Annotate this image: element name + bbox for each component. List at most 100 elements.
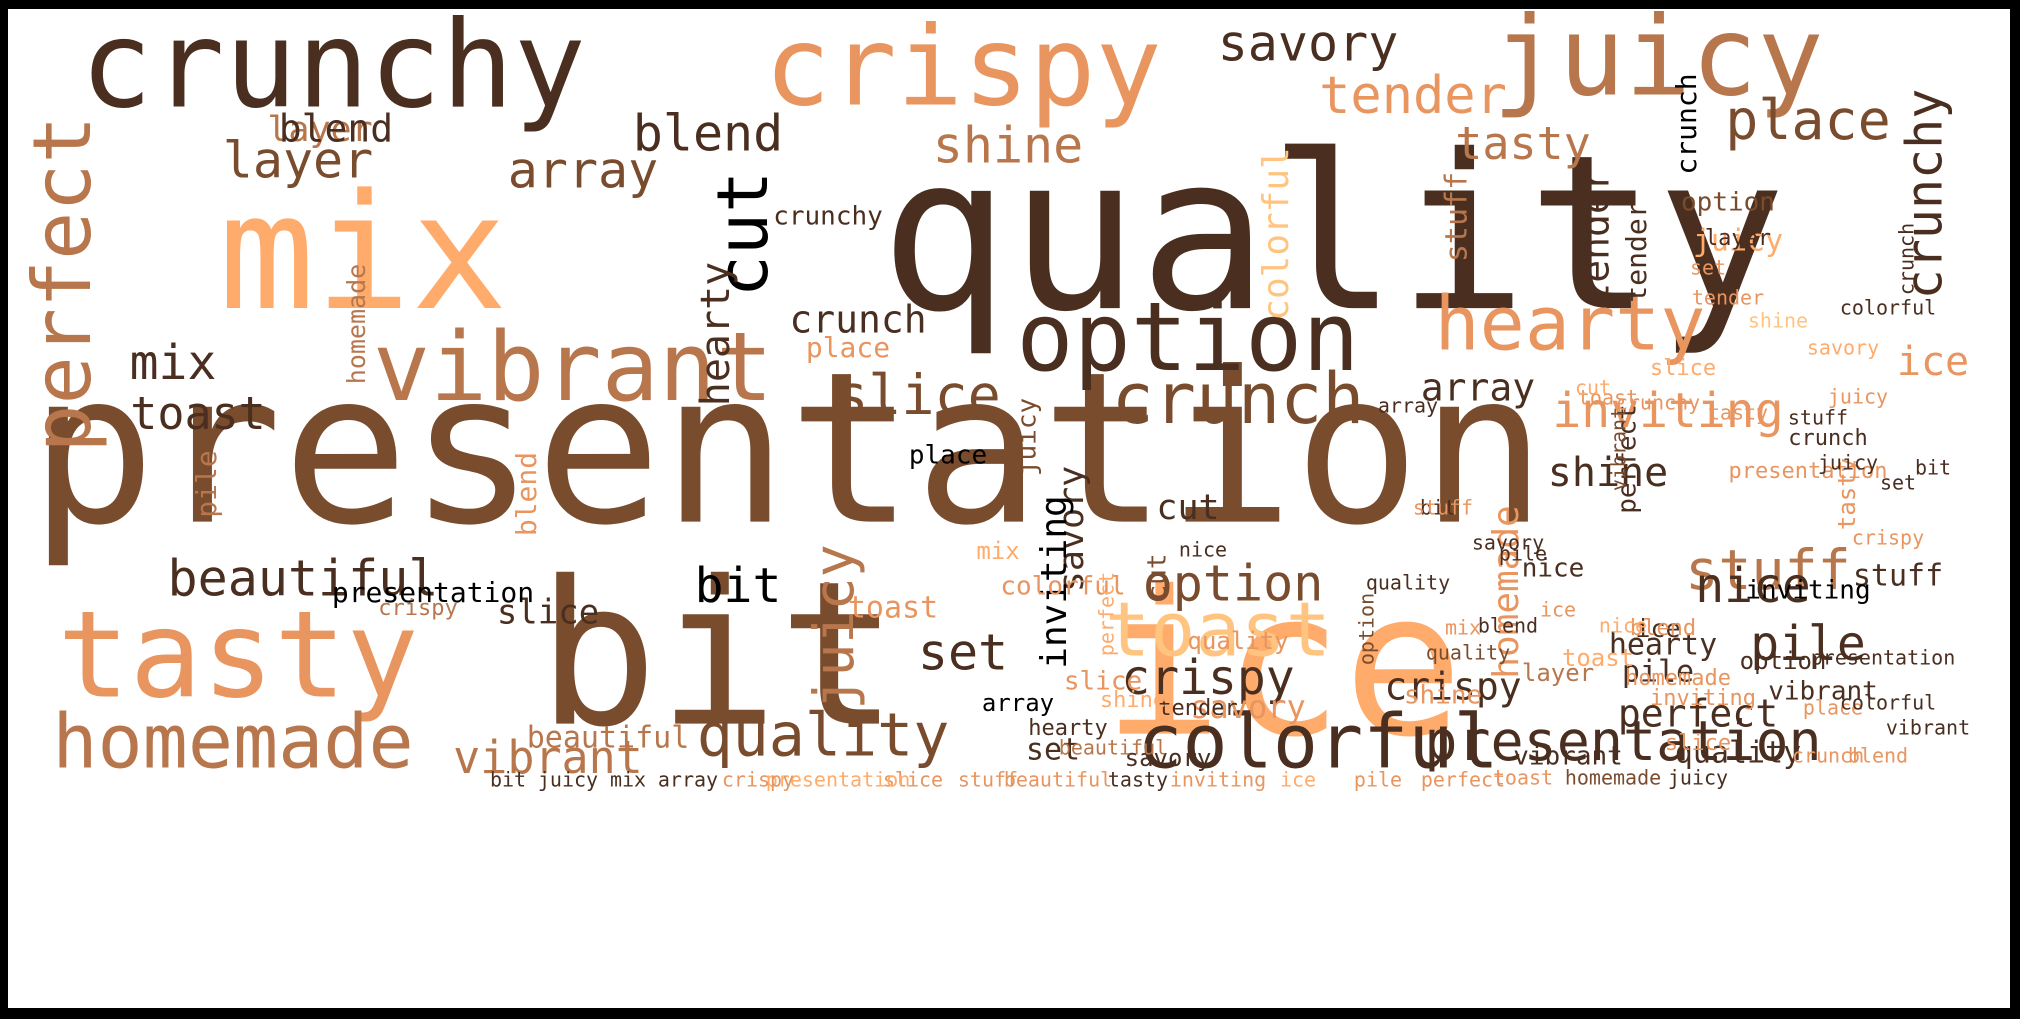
word-toast: toast <box>1578 386 1638 410</box>
word-quality: quality <box>1366 571 1450 595</box>
word-slice: slice <box>1064 667 1142 697</box>
word-slice: slice <box>1665 731 1731 756</box>
word-layer: layer <box>1522 659 1594 687</box>
word-quality: quality <box>697 701 950 771</box>
word-place: place <box>1725 88 1891 152</box>
word-presentation: presentation <box>1424 709 1821 773</box>
word-mix: mix <box>976 537 1019 565</box>
word-stuff: stuff <box>1413 496 1473 520</box>
word-crunchy: crunchy <box>80 9 586 136</box>
word-pile: pile <box>1622 655 1694 690</box>
word-tender: tender <box>1620 201 1653 302</box>
word-homemade: homemade <box>1565 766 1661 790</box>
word-vibrant: vibrant <box>1513 742 1623 772</box>
word-toast: toast <box>130 387 265 440</box>
word-option: option <box>1740 647 1827 675</box>
word-blend: blend <box>633 105 784 163</box>
word-stuff: stuff <box>1853 559 1943 594</box>
word-ice: ice <box>1540 598 1576 622</box>
word-stuff: stuff <box>1440 172 1475 262</box>
word-bit: bit <box>490 768 526 792</box>
word-juicy: juicy <box>1818 451 1878 475</box>
word-pile: pile <box>190 450 223 517</box>
word-tasty: tasty <box>1455 117 1590 170</box>
word-array: array <box>1378 394 1438 418</box>
word-bit: bit <box>695 558 782 614</box>
word-blend: blend <box>510 452 543 536</box>
word-ice: ice <box>1280 768 1316 792</box>
word-bit: bit <box>537 539 898 772</box>
word-layer: layer <box>223 132 374 190</box>
word-inviting: inviting <box>1745 576 1870 606</box>
word-vibrant: vibrant <box>1607 407 1631 491</box>
word-quality: quality <box>1675 736 1801 771</box>
word-juicy: juicy <box>1828 385 1888 409</box>
word-juicy: juicy <box>1693 224 1783 259</box>
word-tasty: tasty <box>1708 401 1768 425</box>
word-colorful: colorful <box>1840 691 1936 715</box>
word-pile: pile <box>1499 542 1547 566</box>
word-option: option <box>1143 555 1324 613</box>
word-homemade: homemade <box>1486 505 1527 678</box>
word-juicy: juicy <box>1668 766 1728 790</box>
word-perfect: perfect <box>16 115 109 452</box>
word-perfect: perfect <box>1613 404 1643 514</box>
word-savory: savory <box>1472 531 1544 555</box>
word-tender: tender <box>1319 66 1507 126</box>
word-colorful: colorful <box>1137 698 1498 786</box>
word-set: set <box>1026 733 1080 768</box>
word-stuff: stuff <box>1788 406 1848 430</box>
word-hearty: hearty <box>1609 628 1717 663</box>
word-beautiful: beautiful <box>527 721 690 756</box>
word-ice: ice <box>1897 339 1969 385</box>
word-blend: blend <box>1630 616 1696 641</box>
word-juicy: juicy <box>802 544 866 710</box>
word-tasty: tasty <box>1833 458 1861 530</box>
word-crispy: crispy <box>378 596 457 621</box>
word-toast: toast <box>1562 644 1634 672</box>
word-array: array <box>658 768 718 792</box>
word-beautiful: beautiful <box>1059 736 1167 760</box>
word-tender: tender <box>1692 286 1764 310</box>
word-toast: toast <box>1493 766 1553 790</box>
word-savory: savory <box>1190 688 1306 726</box>
word-perfect: perfect <box>1618 692 1778 736</box>
word-array: array <box>1421 366 1535 410</box>
word-crunchy: crunchy <box>1616 391 1700 415</box>
word-nice: nice <box>1695 558 1811 614</box>
word-beautiful: beautiful <box>1004 768 1112 792</box>
word-place: place <box>806 331 890 364</box>
word-inviting: inviting <box>1034 495 1075 668</box>
word-perfect: perfect <box>1421 768 1505 792</box>
word-shine: shine <box>1548 450 1668 496</box>
word-bit: bit <box>1420 496 1456 520</box>
word-array: array <box>982 689 1054 717</box>
word-blend: blend <box>1478 614 1538 638</box>
word-option: option <box>1681 188 1775 218</box>
word-savory: savory <box>1807 336 1879 360</box>
word-option: option <box>1016 283 1359 393</box>
word-cut: cut <box>702 171 784 297</box>
word-blend: blend <box>1848 744 1908 768</box>
word-juicy: juicy <box>538 768 598 792</box>
word-mix: mix <box>1445 616 1481 640</box>
word-inviting: inviting <box>1552 383 1783 439</box>
word-tasty: tasty <box>1108 768 1168 792</box>
word-juicy: juicy <box>1492 9 1823 120</box>
word-crispy: crispy <box>1384 665 1521 709</box>
word-shine: shine <box>1404 681 1482 711</box>
word-presentation: presentation <box>1729 459 1888 484</box>
word-tender: tender <box>1574 168 1618 305</box>
word-mix: mix <box>130 335 217 391</box>
word-cut: cut <box>1143 554 1173 601</box>
word-beautiful: beautiful <box>168 550 439 608</box>
word-crispy: crispy <box>1852 526 1924 550</box>
word-pile: pile <box>1354 768 1402 792</box>
word-cut: cut <box>1575 376 1611 400</box>
word-presentation: presentation <box>1811 646 1956 670</box>
word-pile: pile <box>1750 616 1866 672</box>
word-toast: toast <box>1105 586 1331 674</box>
word-vibrant: vibrant <box>1886 716 1970 740</box>
word-nice: nice <box>1522 554 1585 584</box>
